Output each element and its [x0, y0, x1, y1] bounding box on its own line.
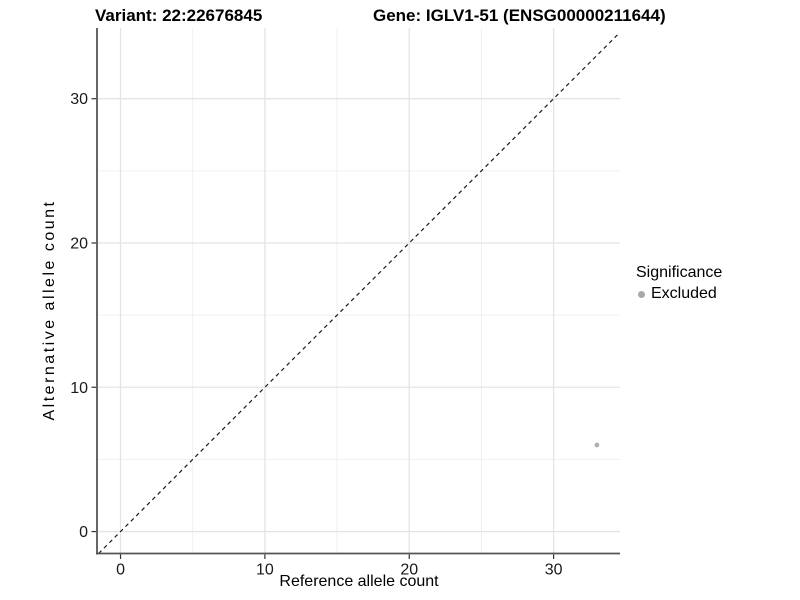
legend-title: Significance: [636, 264, 723, 281]
y-tick-label: 30: [70, 91, 88, 108]
x-tick-label: 0: [116, 562, 125, 579]
plot-title-variant: Variant: 22:22676845: [95, 6, 263, 25]
identity-dashed-line: [98, 31, 621, 554]
legend-point-icon: [638, 290, 645, 298]
x-tick-label: 10: [256, 562, 274, 579]
legend: Significance Excluded: [636, 264, 722, 303]
data-point-excluded: [594, 442, 600, 448]
x-tick-label: 20: [400, 562, 418, 579]
y-axis-title: Alternative allele count: [41, 199, 58, 421]
plot-title-gene: Gene: IGLV1-51 (ENSG00000211644): [373, 6, 666, 25]
legend-item-excluded: Excluded: [636, 285, 722, 303]
x-axis-title: Reference allele count: [279, 573, 439, 590]
y-tick-label: 10: [70, 380, 88, 397]
x-tick-label: 30: [545, 562, 563, 579]
y-tick-label: 0: [79, 524, 88, 541]
legend-item-label: Excluded: [651, 285, 717, 302]
y-tick-label: 20: [70, 235, 88, 252]
